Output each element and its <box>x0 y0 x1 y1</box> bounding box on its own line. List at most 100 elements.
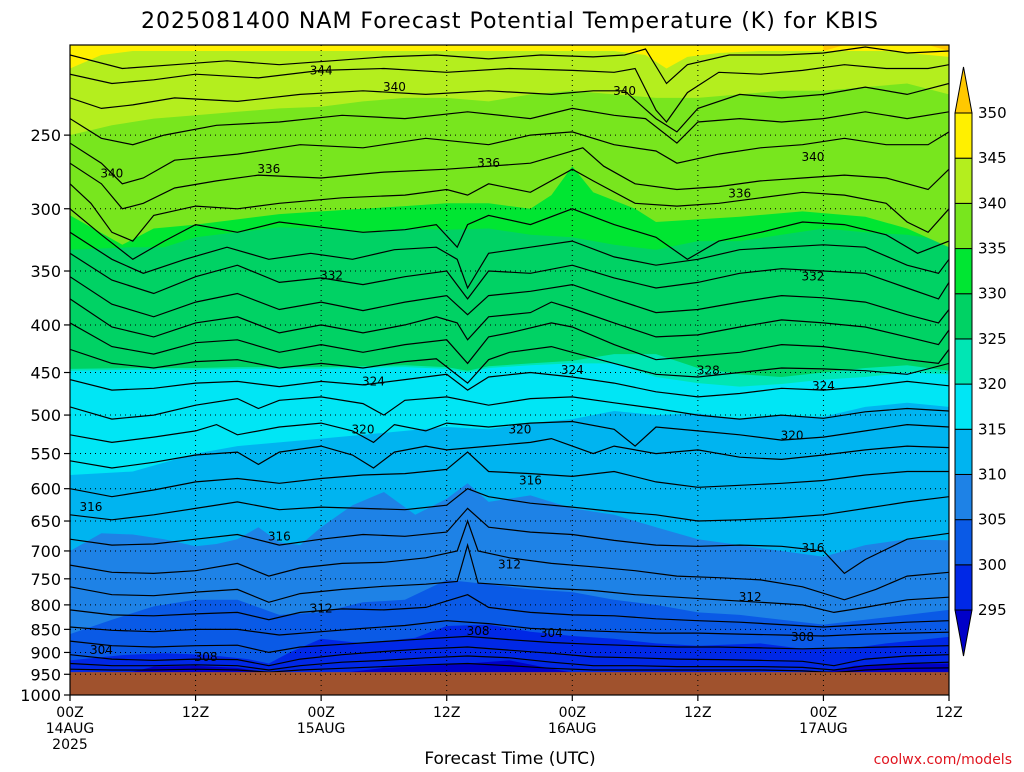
x-tick-label-0-2: 2025 <box>52 737 88 753</box>
contour-line-28 <box>70 662 949 674</box>
band-340 <box>70 45 949 136</box>
x-tick-label-4-1: 16AUG <box>548 721 597 737</box>
contour-line-15 <box>70 396 949 420</box>
contour-line-17 <box>70 437 949 469</box>
colorbar-label-320: 320 <box>978 375 1007 393</box>
x-tick-label-6-0: 00Z <box>810 705 837 721</box>
y-tick-label-750: 750 <box>30 570 61 589</box>
x-tick-label-0-0: 00Z <box>56 705 83 721</box>
colorbar-swatch-330 <box>954 248 973 295</box>
contour-line-27 <box>70 655 949 671</box>
colorbar-min-arrow <box>954 609 973 657</box>
plot-frame <box>69 44 950 696</box>
colorbar: 295 300 305 310 315 320 325 330 335 340 345 350 <box>954 66 1007 657</box>
colorbar-swatch-295 <box>954 564 973 611</box>
contour-label-21: 312 <box>498 558 521 572</box>
contour-label-3: 340 <box>100 167 123 181</box>
contour-label-13: 324 <box>812 379 835 393</box>
contour-line-22 <box>70 542 949 614</box>
colorbar-swatch-345 <box>954 112 973 159</box>
contour-line-21 <box>70 519 949 601</box>
contour-line-7 <box>70 208 949 261</box>
contour-line-14 <box>70 371 949 398</box>
contour-line-5 <box>70 147 949 210</box>
y-tick-label-350: 350 <box>30 262 61 281</box>
x-axis-title: Forecast Time (UTC) <box>424 749 595 768</box>
colorbar-label-305: 305 <box>978 511 1007 529</box>
below-ground-mask <box>70 672 949 695</box>
x-tick-label-2-1: 15AUG <box>297 721 346 737</box>
y-tick-label-700: 700 <box>30 542 61 561</box>
colorbar-swatch-325 <box>954 293 973 340</box>
contour-label-10: 324 <box>362 374 385 388</box>
colorbar-swatch-310 <box>954 428 973 475</box>
grid-lines <box>70 45 949 696</box>
contour-label-19: 316 <box>268 529 291 543</box>
contour-label-8: 332 <box>320 269 343 283</box>
contour-line-11 <box>70 298 949 346</box>
contour-line-0 <box>70 46 949 85</box>
colorbar-swatch-335 <box>954 202 973 250</box>
contour-label-28: 308 <box>195 650 218 664</box>
contour-line-8 <box>70 231 949 290</box>
contour-label-14: 320 <box>352 422 375 436</box>
contour-line-4 <box>70 131 949 185</box>
contour-line-3 <box>70 107 949 146</box>
filled-contour-bands <box>70 45 949 695</box>
contour-label-2: 340 <box>613 84 636 98</box>
x-tick-label-1-0: 12Z <box>182 705 209 721</box>
y-tick-label-400: 400 <box>30 316 61 335</box>
ground-area <box>70 672 949 695</box>
x-tick-label-6-1: 17AUG <box>799 721 848 737</box>
x-tick-label-7-0: 12Z <box>935 705 962 721</box>
colorbar-swatch-320 <box>954 338 973 385</box>
x-tick-label-2-0: 00Z <box>307 705 334 721</box>
x-tick-label-3-0: 12Z <box>433 705 460 721</box>
contour-line-13 <box>70 345 949 384</box>
contour-line-6 <box>70 168 949 242</box>
contour-label-6: 340 <box>802 150 825 164</box>
contour-labels: 344 340 340 340 336 336 340 336 332 332 324 324 328 3… <box>79 63 835 664</box>
colorbar-label-310: 310 <box>978 465 1007 483</box>
contour-lines <box>70 46 949 674</box>
colorbar-label-295: 295 <box>978 601 1007 619</box>
contour-label-0: 344 <box>310 63 333 77</box>
contour-label-15: 320 <box>509 422 532 436</box>
contour-label-23: 312 <box>739 590 762 604</box>
y-tick-label-300: 300 <box>30 200 61 219</box>
colorbar-swatch-300 <box>954 519 973 566</box>
contour-line-23 <box>70 594 949 628</box>
y-axis: 250 300 350 400 450 500 550 600 650 700 750 800 850 9… <box>20 126 70 705</box>
y-tick-label-900: 900 <box>30 643 61 662</box>
colorbar-max-arrow <box>954 66 973 114</box>
colorbar-label-335: 335 <box>978 240 1007 258</box>
contour-label-1: 340 <box>383 80 406 94</box>
contour-label-12: 328 <box>697 364 720 378</box>
y-tick-label-450: 450 <box>30 364 61 383</box>
contour-line-16 <box>70 420 949 447</box>
band-345 <box>70 45 949 69</box>
contour-label-16: 320 <box>781 429 804 443</box>
y-tick-label-250: 250 <box>30 126 61 145</box>
y-tick-label-650: 650 <box>30 512 61 531</box>
contour-label-11: 324 <box>561 363 584 377</box>
colorbar-label-350: 350 <box>978 104 1007 122</box>
colorbar-label-345: 345 <box>978 149 1007 167</box>
colorbar-label-300: 300 <box>978 556 1007 574</box>
y-tick-label-600: 600 <box>30 480 61 499</box>
contour-line-2 <box>70 82 949 133</box>
contour-label-27: 304 <box>90 643 113 657</box>
colorbar-label-330: 330 <box>978 285 1007 303</box>
contour-line-19 <box>70 488 949 522</box>
y-tick-label-1000: 1000 <box>20 686 61 705</box>
contour-label-7: 336 <box>728 187 751 201</box>
y-tick-label-550: 550 <box>30 445 61 464</box>
contour-label-20: 316 <box>802 541 825 555</box>
colorbar-label-340: 340 <box>978 194 1007 212</box>
contour-label-26: 308 <box>791 630 814 644</box>
colorbar-swatch-315 <box>954 383 973 430</box>
contour-label-24: 308 <box>467 624 490 638</box>
